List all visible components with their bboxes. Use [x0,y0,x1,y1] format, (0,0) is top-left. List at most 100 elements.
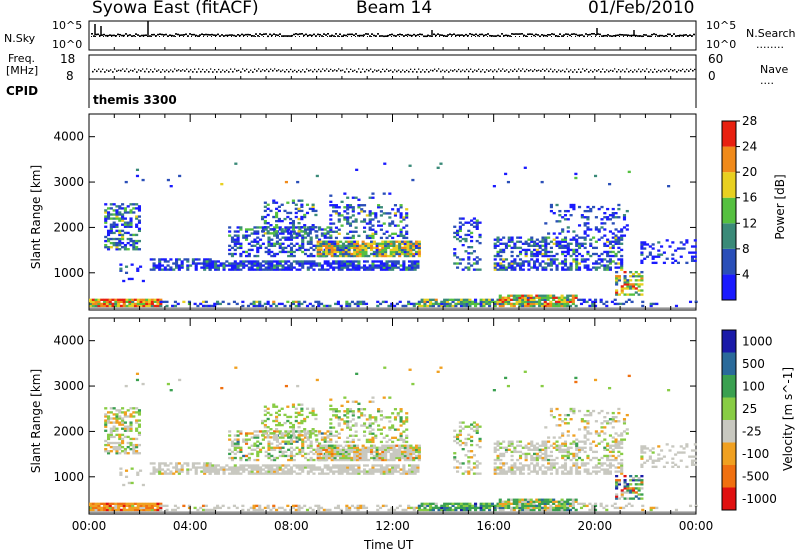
power-cell [470,235,474,239]
nave-point [394,69,396,71]
velocity-cell [270,458,274,462]
power-cell [563,254,568,258]
power-cell [574,304,578,308]
power-cell [566,248,570,252]
velocity-cell [563,500,567,503]
velocity-cell [341,448,346,452]
power-cell [135,215,139,218]
power-cell [118,219,122,222]
power-cell [350,246,354,250]
power-cell [574,172,578,176]
velocity-cell [515,506,519,510]
power-cell [388,260,392,263]
power-cell [305,203,310,206]
power-cell [513,268,517,271]
power-cell [350,242,354,245]
velocity-cell [260,419,265,423]
power-cell [300,203,304,206]
velocity-cell [106,417,111,420]
power-cell [617,240,621,243]
power-cell [275,260,279,263]
velocity-cell [318,442,322,445]
power-cell [284,230,288,233]
power-cell [412,304,416,308]
power-cell [106,233,111,237]
velocity-cell [417,446,421,449]
velocity-cell [152,470,156,473]
nave-point [158,69,160,71]
power-cell [284,236,288,239]
power-cell [412,246,416,250]
velocity-cell [247,470,251,473]
power-cell [225,264,229,267]
nave-point [594,69,596,71]
velocity-cell [526,502,530,505]
velocity-cell [218,506,222,510]
velocity-cell [242,468,246,471]
nave-point [318,68,320,71]
power-cell [674,249,678,252]
power-cell [361,250,365,254]
velocity-cell [568,502,573,505]
velocity-cell [239,468,243,471]
velocity-cell [286,434,290,437]
velocity-cell [540,500,544,503]
power-cell [253,254,257,258]
velocity-cell [244,438,249,441]
velocity-cell [417,456,421,460]
velocity-cell [129,407,133,410]
power-cell [496,300,500,304]
power-cell [535,248,539,252]
power-cell [325,248,329,252]
power-cell [391,222,395,225]
velocity-cell [171,508,175,512]
nsky-point [353,34,355,37]
power-cell [506,180,510,184]
power-cell [544,248,548,252]
power-cell [398,252,402,256]
power-cell [594,228,598,231]
power-cell [216,266,220,269]
nsky-point [325,34,327,36]
power-cell [104,221,108,224]
velocity-cell [346,422,350,425]
velocity-cell [97,502,101,505]
velocity-cell [381,450,385,454]
velocity-cell [391,468,395,471]
power-cell [417,244,421,248]
power-cell [269,224,273,227]
power-cell [348,206,353,209]
power-cell [337,218,341,221]
power-cell [230,252,235,256]
power-cell [118,217,122,220]
velocity-cell [431,506,435,510]
velocity-cell [532,504,536,508]
velocity-cell [105,504,109,508]
velocity-cell [289,421,293,425]
power-cell [429,300,433,304]
power-cell [589,244,593,248]
power-cell [89,302,93,306]
power-cell [197,262,201,265]
power-cell [97,298,101,301]
power-cell [597,258,601,261]
freq-point [188,70,190,73]
power-cell [516,264,520,267]
nsky-point [347,33,349,36]
velocity-cell [303,452,308,456]
power-cell [694,300,698,304]
nsky-point [357,34,359,37]
power-cell [600,205,604,209]
power-cell [498,294,502,297]
power-cell [250,248,254,252]
power-cell [266,232,270,235]
power-cell [118,239,122,243]
nsearch-point [459,36,460,37]
nsky-point [593,33,595,35]
power-cell [592,205,596,209]
velocity-cell [407,506,411,510]
nave-point [658,69,660,71]
power-cell [301,264,305,267]
power-cell [552,232,556,235]
power-cell [657,241,661,244]
